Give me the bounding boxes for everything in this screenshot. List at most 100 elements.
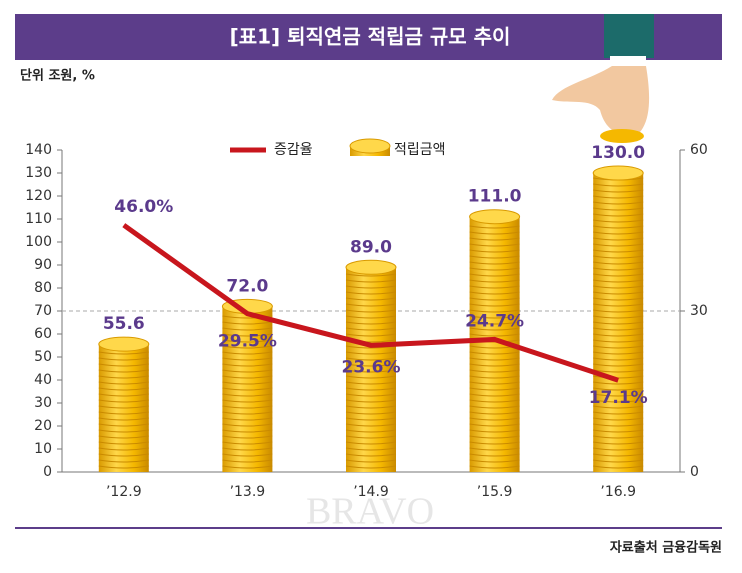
coin-edge [469, 393, 520, 397]
coin-edge [593, 297, 644, 301]
coin-edge [593, 447, 644, 451]
coin-stack [221, 298, 273, 472]
x-tick-label: ’12.9 [106, 484, 142, 500]
coin-edge [593, 411, 644, 415]
value-label: 29.5% [218, 332, 277, 352]
coin-edge [469, 351, 520, 355]
coin-edge [345, 315, 397, 319]
legend-label: 증감율 [274, 142, 313, 158]
coin-edge [593, 279, 644, 283]
coin-edge [222, 381, 273, 385]
coin-edge [222, 447, 273, 451]
coin-edge [469, 315, 520, 319]
coin-edge [469, 387, 520, 391]
value-label: 89.0 [350, 237, 392, 257]
coin-edge [469, 357, 520, 361]
coin-edge [593, 231, 644, 235]
coin-edge [222, 459, 273, 463]
coin-edge [222, 411, 273, 415]
coin-edge [593, 309, 644, 313]
coin-top [469, 209, 521, 225]
coin-top [98, 336, 150, 352]
coin-edge [469, 435, 520, 439]
coin-edge [222, 333, 273, 337]
coin-edge [593, 255, 644, 259]
coin-edge [222, 399, 273, 403]
y-tick-label: 0 [43, 464, 52, 480]
coin-edge [593, 225, 644, 229]
y-tick-label: 40 [34, 372, 52, 388]
coin-edge [222, 375, 273, 379]
coin-edge [345, 453, 397, 457]
coin-edge [593, 213, 644, 217]
coin-edge [345, 297, 397, 301]
coin-edge [469, 417, 520, 421]
coin-edge [345, 327, 397, 331]
y-tick-label: 130 [25, 165, 52, 181]
value-label: 24.7% [465, 311, 524, 331]
coin-edge [345, 357, 397, 361]
coin-edge [469, 441, 520, 445]
coin-edge [469, 423, 520, 427]
coin-edge [593, 249, 644, 253]
value-label: 72.0 [226, 276, 268, 296]
coin-edge [593, 291, 644, 295]
y-tick-label: 80 [34, 280, 52, 296]
coin-edge [469, 231, 520, 235]
coin-edge [593, 273, 644, 277]
coin-edge [469, 309, 520, 313]
coin-edge [469, 363, 520, 367]
y-tick-label: 30 [34, 395, 52, 411]
coin-edge [98, 423, 149, 427]
coin-stack [345, 259, 397, 472]
coin-edge [593, 207, 644, 211]
coin-edge [222, 405, 273, 409]
value-label: 130.0 [591, 143, 645, 163]
unit-label: 단위 조원, % [20, 68, 95, 84]
coin-edge [593, 459, 644, 463]
y-tick-label: 20 [34, 418, 52, 434]
coin-edge [345, 429, 397, 433]
coin-edge [345, 375, 397, 379]
coin-edge [593, 423, 644, 427]
y-tick-label: 100 [25, 234, 52, 250]
value-label: 46.0% [114, 197, 173, 217]
coin-edge [469, 369, 520, 373]
coin-edge [593, 429, 644, 433]
coin-edge [469, 255, 520, 259]
coin-edge [345, 363, 397, 367]
coin-edge [98, 459, 149, 463]
coin-edge [345, 285, 397, 289]
coin-edge [469, 279, 520, 283]
coin-edge [469, 267, 520, 271]
coin-edge [469, 453, 520, 457]
coin-edge [98, 363, 149, 367]
coin-edge [593, 321, 644, 325]
coin-edge [98, 411, 149, 415]
coin-edge [593, 345, 644, 349]
coin-edge [593, 261, 644, 265]
coin-edge [469, 261, 520, 265]
coin-edge [593, 285, 644, 289]
coin-edge [222, 465, 273, 469]
coin-edge [98, 429, 149, 433]
coin-edge [222, 321, 273, 325]
coin-edge [593, 183, 644, 187]
coin-edge [593, 441, 644, 445]
coin-edge [593, 333, 644, 337]
coin-edge [345, 399, 397, 403]
x-tick-label: ’14.9 [353, 484, 389, 500]
bar [593, 173, 644, 472]
coin-edge [345, 381, 397, 385]
coin-edge [98, 393, 149, 397]
y2-tick-label: 0 [690, 464, 699, 480]
y2-tick-label: 30 [690, 303, 708, 319]
coin-edge [222, 393, 273, 397]
coin-edge [593, 405, 644, 409]
coin-edge [469, 237, 520, 241]
y-tick-label: 120 [25, 188, 52, 204]
coin-edge [593, 465, 644, 469]
coin-edge [593, 189, 644, 193]
coin-top [345, 259, 397, 275]
coin-edge [593, 243, 644, 247]
